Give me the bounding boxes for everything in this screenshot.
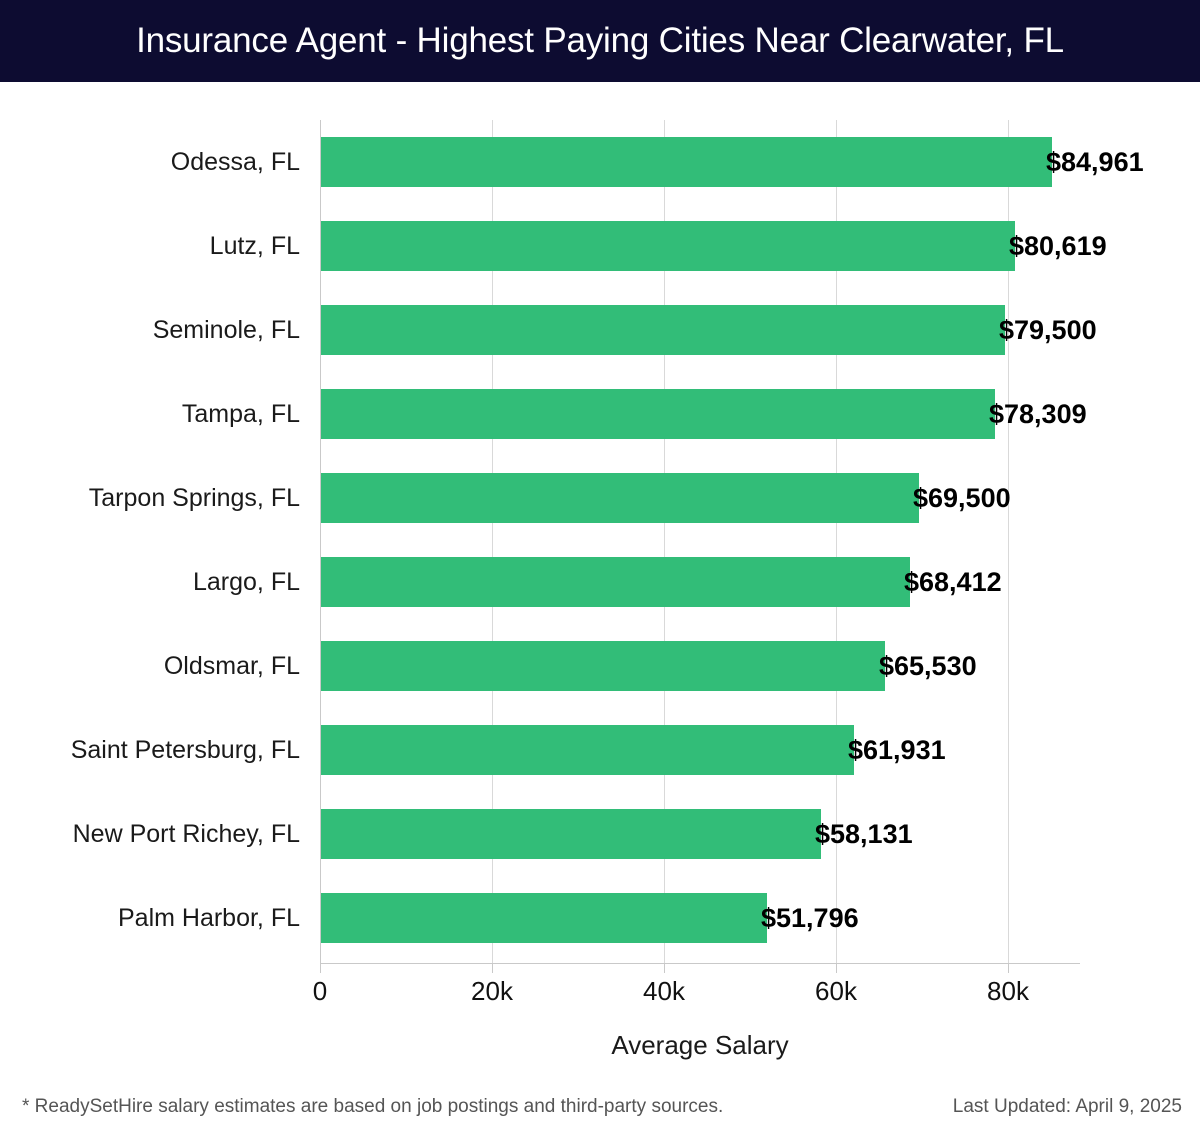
x-tick-label: 80k: [987, 976, 1029, 1006]
bar-new-port-richey-fl[interactable]: [321, 809, 821, 859]
gridline-80k: [1008, 120, 1009, 963]
title-bar: Insurance Agent - Highest Paying Cities …: [0, 0, 1200, 82]
x-tick-label: 40k: [643, 976, 685, 1006]
x-tick-mark: [492, 963, 493, 973]
value-label: $84,961: [1046, 147, 1144, 177]
bar-saint-petersburg-fl[interactable]: [321, 725, 854, 775]
bar-oldsmar-fl[interactable]: [321, 641, 885, 691]
plot-area: [320, 120, 1080, 963]
category-label: Odessa, FL: [170, 148, 300, 176]
gridline-20k: [492, 120, 493, 963]
bar-odessa-fl[interactable]: [321, 137, 1052, 187]
category-label: Oldsmar, FL: [163, 652, 300, 680]
bar-row: Odessa, FL $84,961: [0, 137, 1200, 187]
category-label: Largo, FL: [192, 568, 300, 596]
x-axis-line: [320, 963, 1080, 964]
gridline-60k: [836, 120, 837, 963]
bar-row: Tarpon Springs, FL $69,500: [0, 473, 1200, 523]
bar-tarpon-springs-fl[interactable]: [321, 473, 919, 523]
value-label: $79,500: [999, 315, 1097, 345]
bar-tampa-fl[interactable]: [321, 389, 995, 439]
x-tick-label: 0: [312, 976, 328, 1006]
bar-seminole-fl[interactable]: [321, 305, 1005, 355]
x-axis-title: Average Salary: [611, 1030, 789, 1060]
x-tick-mark: [664, 963, 665, 973]
category-label: Saint Petersburg, FL: [70, 736, 300, 764]
x-tick-mark: [836, 963, 837, 973]
bar-row: Palm Harbor, FL $51,796: [0, 893, 1200, 943]
x-tick-label: 60k: [815, 976, 857, 1006]
last-updated-label: Last Updated: April 9, 2025: [952, 1096, 1182, 1117]
x-tick-mark: [320, 963, 321, 973]
bar-row: New Port Richey, FL $58,131: [0, 809, 1200, 859]
category-label: Seminole, FL: [152, 316, 300, 344]
category-label: Tarpon Springs, FL: [88, 484, 300, 512]
bar-row: Saint Petersburg, FL $61,931: [0, 725, 1200, 775]
bar-row: Tampa, FL $78,309: [0, 389, 1200, 439]
x-tick-mark: [1008, 963, 1009, 973]
bar-palm-harbor-fl[interactable]: [321, 893, 767, 943]
category-label: Palm Harbor, FL: [117, 904, 300, 932]
category-label: Lutz, FL: [209, 232, 300, 260]
value-label: $68,412: [904, 567, 1002, 597]
page-title: Insurance Agent - Highest Paying Cities …: [136, 21, 1064, 60]
value-label: $58,131: [815, 819, 913, 849]
category-label: Tampa, FL: [181, 400, 300, 428]
value-label: $65,530: [879, 651, 977, 681]
value-label: $78,309: [989, 399, 1087, 429]
bar-row: Largo, FL $68,412: [0, 557, 1200, 607]
value-label: $80,619: [1009, 231, 1107, 261]
gridline-40k: [664, 120, 665, 963]
y-axis-line: [320, 120, 321, 963]
bar-largo-fl[interactable]: [321, 557, 910, 607]
value-label: $51,796: [761, 903, 859, 933]
bar-row: Seminole, FL $79,500: [0, 305, 1200, 355]
x-tick-label: 20k: [471, 976, 513, 1006]
value-label: $69,500: [913, 483, 1011, 513]
bar-row: Oldsmar, FL $65,530: [0, 641, 1200, 691]
category-label: New Port Richey, FL: [72, 820, 300, 848]
value-label: $61,931: [848, 735, 946, 765]
footnote-disclaimer: * ReadySetHire salary estimates are base…: [22, 1096, 724, 1117]
bar-row: Lutz, FL $80,619: [0, 221, 1200, 271]
bar-lutz-fl[interactable]: [321, 221, 1015, 271]
